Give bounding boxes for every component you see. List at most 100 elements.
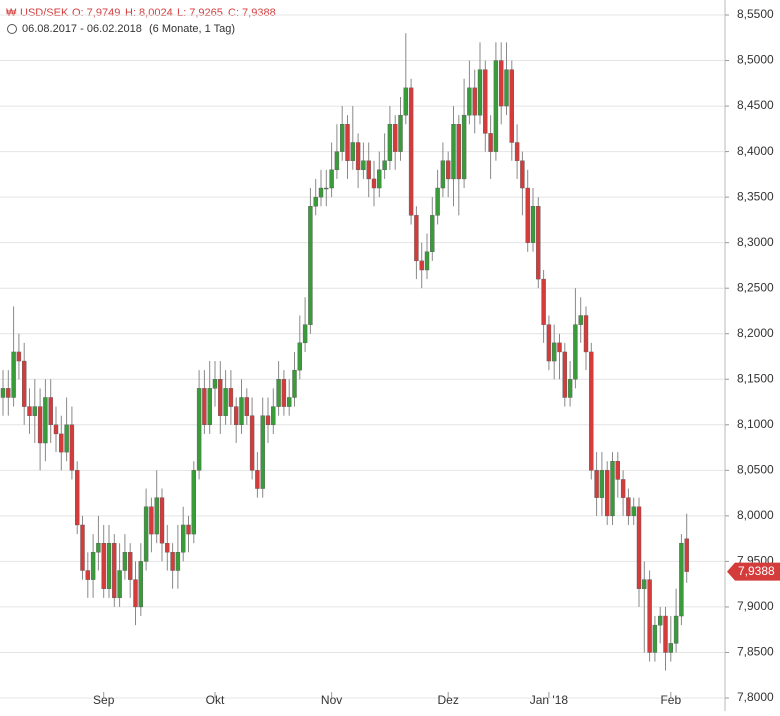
candle-body xyxy=(594,470,599,498)
candle-body xyxy=(626,497,631,517)
last-price-tag xyxy=(727,562,780,581)
candle-body xyxy=(287,397,292,407)
candle-body xyxy=(154,497,159,535)
y-tick-label: 8,0000 xyxy=(737,508,774,522)
icon: ₩ xyxy=(6,7,17,19)
candle-body xyxy=(530,206,536,243)
candle-body xyxy=(43,397,48,444)
candle-body xyxy=(414,215,419,262)
candle-body xyxy=(11,351,16,398)
candle-body xyxy=(64,424,69,453)
candle-body xyxy=(32,406,37,416)
candle-body xyxy=(133,579,138,608)
candle-body xyxy=(514,142,520,161)
y-tick-label: 7,8500 xyxy=(737,645,774,659)
candle-body xyxy=(85,570,91,580)
candle-body xyxy=(583,315,589,353)
candle-body xyxy=(451,124,456,180)
candle-body xyxy=(605,470,610,517)
candle-body xyxy=(334,151,340,171)
candle-body xyxy=(350,142,355,161)
candle-body xyxy=(138,561,144,608)
candle-body xyxy=(112,542,117,599)
candle-body xyxy=(106,542,112,589)
candle-body xyxy=(271,406,276,426)
candle-body xyxy=(48,397,53,426)
candle-body xyxy=(265,415,271,425)
candle-body xyxy=(679,542,684,617)
x-tick-label: Jan '18 xyxy=(530,693,569,707)
candle-body xyxy=(175,552,181,571)
x-tick-label: Feb xyxy=(660,693,681,707)
candle-body xyxy=(461,114,467,180)
candle-body xyxy=(525,187,530,243)
ohlc-high: H: 8,0024 xyxy=(125,7,173,19)
candle-body xyxy=(255,470,260,489)
candle-body xyxy=(149,506,154,535)
candle-body xyxy=(424,251,430,271)
candle-body xyxy=(435,187,440,216)
candle-body xyxy=(308,206,313,325)
candle-body xyxy=(631,506,636,517)
y-tick-label: 8,4000 xyxy=(737,144,774,158)
candle-body xyxy=(647,579,652,653)
y-tick-label: 8,5500 xyxy=(737,7,774,21)
candle-body xyxy=(180,524,186,553)
x-tick-label: Sep xyxy=(93,693,115,707)
candle-body xyxy=(297,342,302,371)
y-tick-label: 8,0500 xyxy=(737,463,774,477)
candle-body xyxy=(101,542,106,589)
ohlc-close: C: 7,9388 xyxy=(228,7,276,19)
candle-body xyxy=(673,615,679,644)
y-tick-label: 8,2500 xyxy=(737,280,774,294)
y-tick-label: 7,9000 xyxy=(737,599,774,613)
candle-body xyxy=(536,206,541,280)
last-price-label: 7,9388 xyxy=(738,564,775,578)
candle-body xyxy=(684,538,689,572)
candle-body xyxy=(329,169,334,189)
candle-body xyxy=(186,524,191,535)
candle-body xyxy=(552,342,557,362)
candle-body xyxy=(387,124,393,161)
candle-body xyxy=(541,278,546,325)
candle-body xyxy=(340,124,345,152)
candle-body xyxy=(228,388,234,407)
candle-body xyxy=(589,351,594,471)
candle-body xyxy=(477,69,483,116)
candle-body xyxy=(663,615,668,653)
candle-body xyxy=(260,415,265,489)
candle-body xyxy=(59,433,64,453)
candle-body xyxy=(578,315,583,325)
candle-body xyxy=(382,160,387,171)
candle-body xyxy=(440,160,446,189)
candle-body xyxy=(244,397,250,416)
candle-body xyxy=(313,196,318,207)
candle-body xyxy=(366,160,371,180)
x-tick-label: Okt xyxy=(206,693,225,707)
candle-body xyxy=(276,379,281,407)
candle-body xyxy=(122,552,128,571)
candle-body xyxy=(233,406,239,426)
y-tick-label: 8,3000 xyxy=(737,235,774,249)
candle-body xyxy=(668,643,673,653)
candle-body xyxy=(371,178,377,189)
candle-body xyxy=(520,160,525,189)
candle-body xyxy=(90,552,96,580)
candle-body xyxy=(509,69,514,143)
candle-body xyxy=(361,160,366,171)
header: ₩ USD/SEK O: 7,9749 H: 8,0024 L: 7,9265 … xyxy=(6,7,276,35)
candle-body xyxy=(249,415,255,471)
candle-body xyxy=(652,624,658,653)
candle-body xyxy=(488,133,493,152)
candle-body xyxy=(239,397,244,426)
candle-body xyxy=(599,470,605,498)
candle-body xyxy=(573,324,578,380)
candle-body xyxy=(165,542,170,553)
candle-body xyxy=(499,60,504,107)
candle-body xyxy=(281,379,287,407)
candle-body xyxy=(159,497,165,544)
candle-body xyxy=(546,324,552,362)
candle-body xyxy=(419,260,424,271)
y-tick-label: 8,4500 xyxy=(737,98,774,112)
